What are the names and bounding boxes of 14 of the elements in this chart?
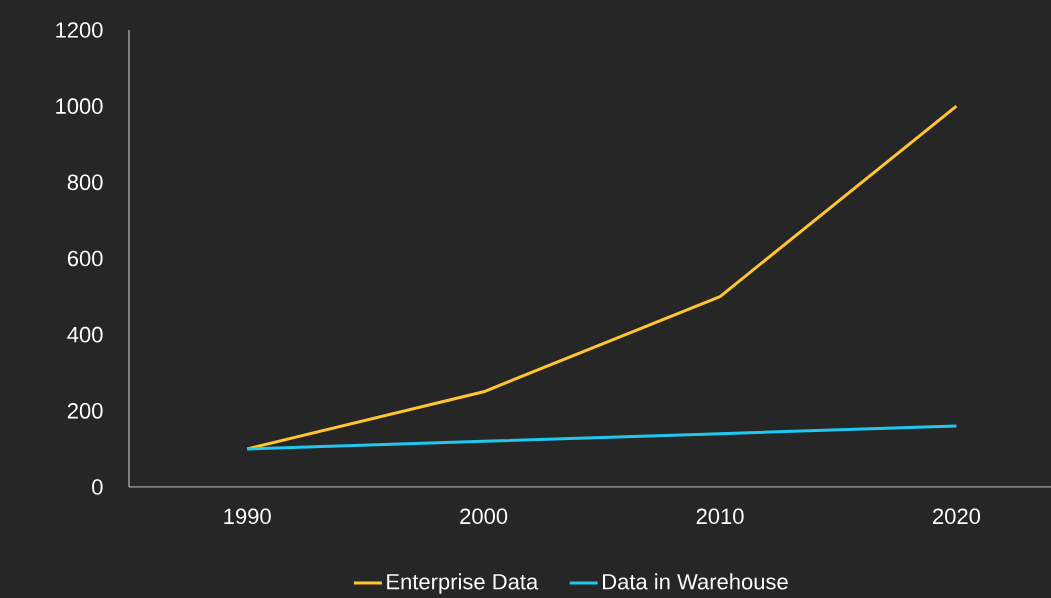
- x-tick-label: 2020: [933, 508, 981, 525]
- y-tick-label: 1200: [56, 22, 103, 38]
- legend-label: Data in Warehouse: [603, 573, 788, 590]
- x-tick-label: 2010: [696, 508, 744, 525]
- legend-label: Enterprise Data: [387, 573, 539, 594]
- x-tick-label: 1990: [224, 508, 271, 525]
- y-tick-label: 0: [92, 479, 103, 495]
- y-tick-label: 600: [67, 250, 103, 267]
- line-series: [245, 424, 958, 451]
- y-tick-label: 800: [67, 174, 103, 191]
- x-tick-label: 2000: [460, 508, 508, 525]
- y-tick-label: 400: [67, 326, 103, 343]
- y-tick-label: 200: [67, 403, 103, 419]
- y-tick-label: 1000: [56, 98, 103, 114]
